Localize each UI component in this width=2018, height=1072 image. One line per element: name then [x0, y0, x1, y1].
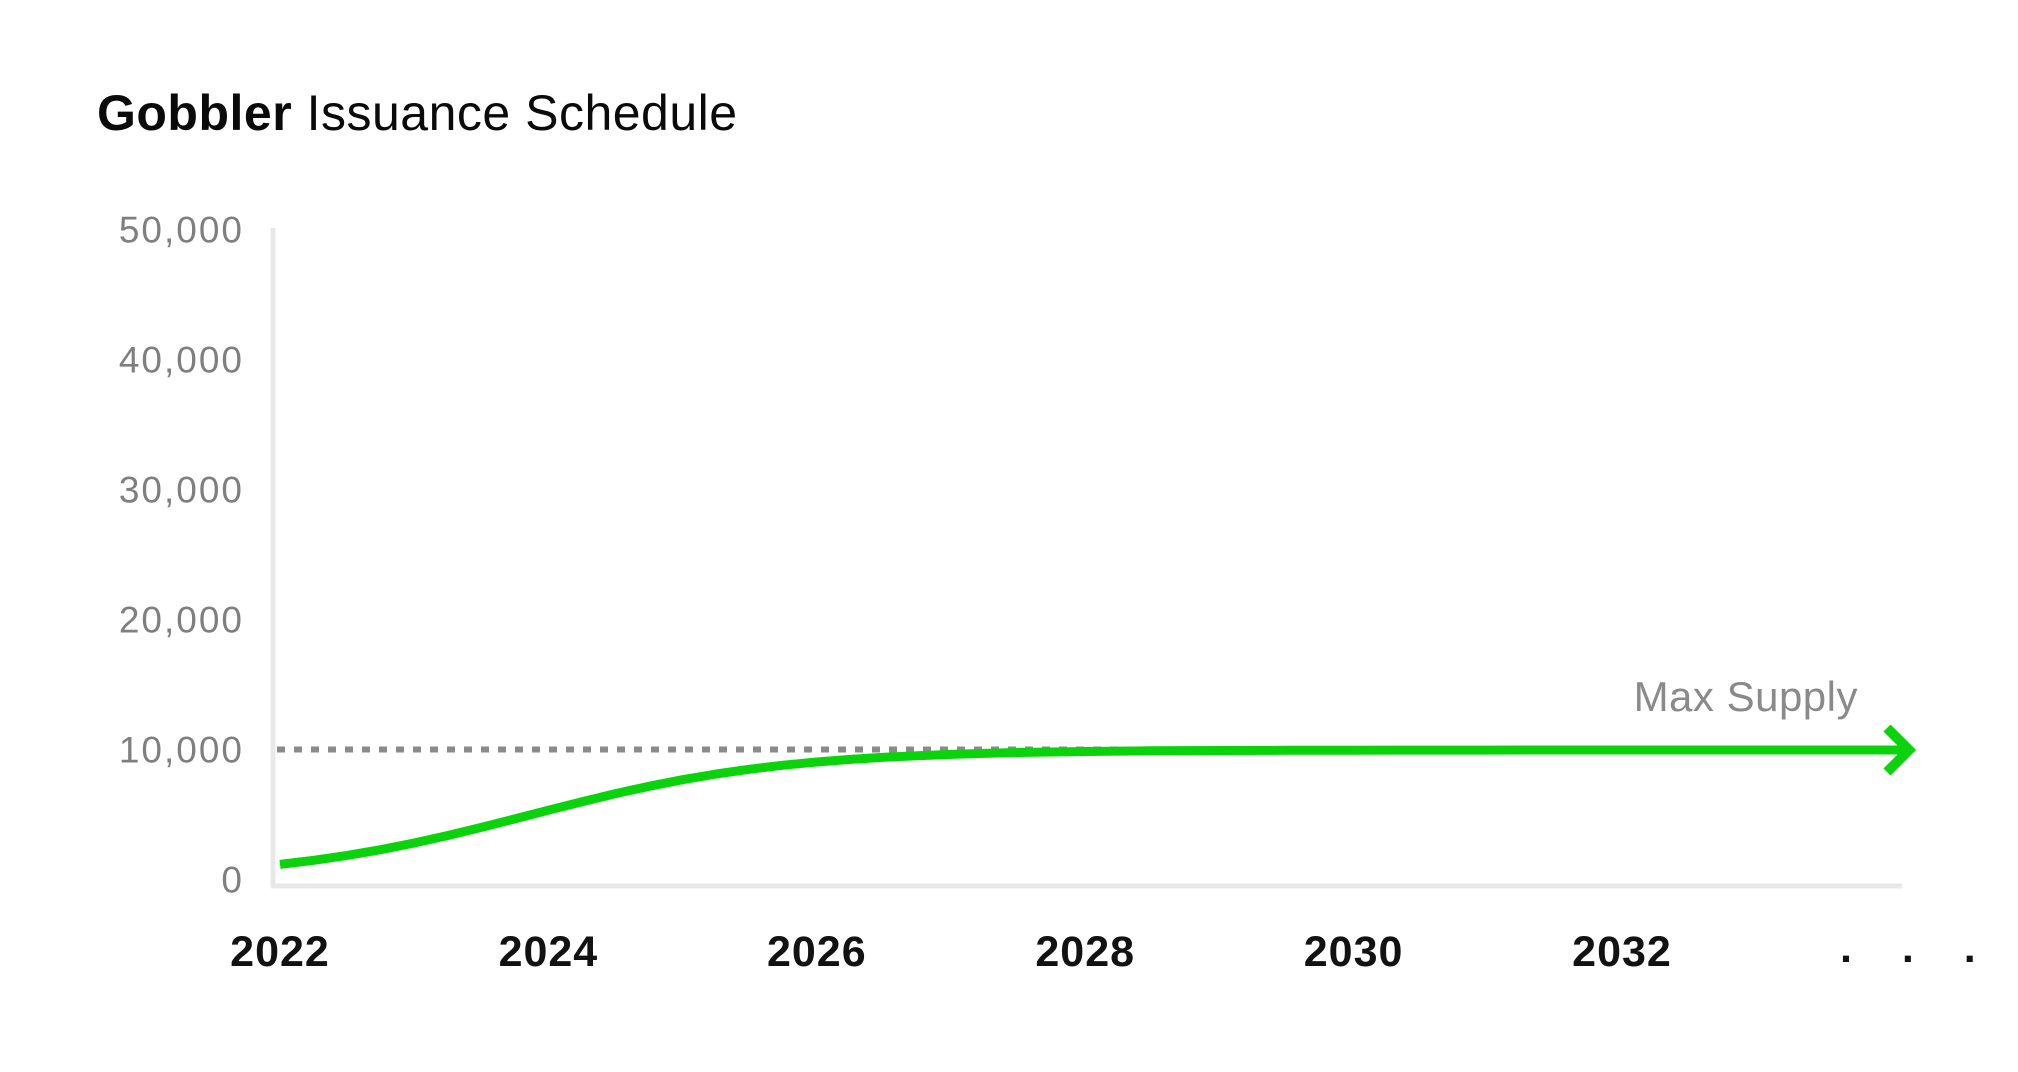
y-tick-label: 20,000	[119, 600, 244, 641]
y-tick-label: 10,000	[119, 730, 244, 771]
x-tick-label: 2028	[1035, 928, 1135, 976]
x-tick-label: 2030	[1304, 928, 1404, 976]
y-tick-label: 0	[221, 860, 244, 901]
x-axis-ellipsis: . . .	[1840, 924, 1995, 972]
issuance-curve	[279, 745, 1904, 869]
y-tick-label: 50,000	[119, 210, 244, 251]
x-tick-label: 2026	[767, 928, 867, 976]
chart-title: Gobbler Issuance Schedule	[97, 86, 738, 141]
arrow-right-icon	[1883, 724, 1917, 776]
max-supply-label: Max Supply	[1634, 673, 1858, 720]
x-tick-label: 2022	[230, 928, 330, 976]
y-tick-label: 30,000	[119, 470, 244, 511]
x-tick-label: 2024	[499, 928, 599, 976]
chart-title-product: Gobbler	[97, 85, 293, 141]
chart-title-suffix: Issuance Schedule	[292, 85, 738, 141]
x-tick-label: 2032	[1572, 928, 1672, 976]
y-tick-label: 40,000	[119, 340, 244, 381]
